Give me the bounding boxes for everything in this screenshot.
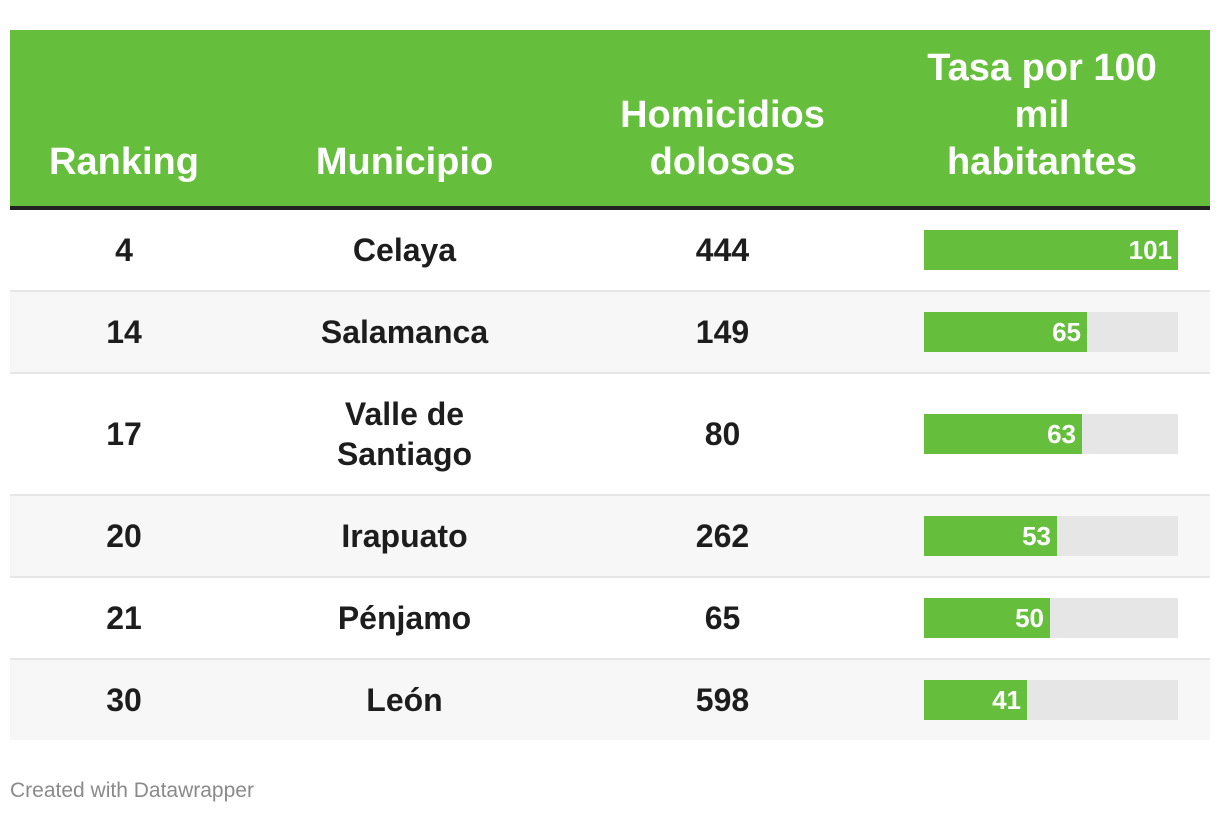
municipio-line: Celaya: [352, 232, 457, 268]
bar-fill: [924, 598, 1050, 638]
header-ranking-line: Ranking: [49, 141, 199, 183]
cell-ranking: 14: [106, 314, 142, 350]
cell-municipio: Salamanca: [238, 312, 571, 352]
table-row: 20 Irapuato 262 53: [10, 496, 1210, 578]
header-municipio[interactable]: Municipio: [238, 30, 571, 206]
cell-municipio: Irapuato: [238, 516, 571, 556]
header-homicidios-line-1: Homicidios: [620, 94, 825, 136]
cell-homicidios: 149: [695, 314, 750, 350]
cell-homicidios: 262: [695, 518, 750, 554]
cell-homicidios: 80: [704, 416, 741, 452]
cell-municipio: Pénjamo: [238, 598, 571, 638]
cell-ranking: 17: [106, 416, 142, 452]
cell-tasa: 65: [874, 312, 1210, 352]
cell-homicidios: 598: [695, 682, 750, 718]
bar-fill: [924, 312, 1087, 352]
bar-value-label: 53: [1022, 521, 1051, 551]
bar-fill: [924, 680, 1027, 720]
bar-track: 53: [924, 516, 1178, 556]
bar-track: 63: [924, 414, 1178, 454]
bar-fill: [924, 230, 1178, 270]
cell-tasa: 50: [874, 598, 1210, 638]
cell-ranking: 4: [115, 232, 133, 268]
header-tasa[interactable]: Tasa por 100 mil habitantes: [874, 30, 1210, 206]
header-homicidios-line-2: dolosos: [649, 141, 796, 183]
cell-municipio: León: [238, 680, 571, 720]
municipio-line: León: [366, 682, 443, 718]
municipio-line: Santiago: [336, 436, 473, 472]
table-row: 14 Salamanca 149 65: [10, 292, 1210, 374]
bar-value-label: 63: [1047, 419, 1076, 449]
header-tasa-line-2: mil: [1014, 94, 1070, 136]
bar-fill: [924, 516, 1057, 556]
municipio-line: Salamanca: [320, 314, 489, 350]
bar-fill: [924, 414, 1082, 454]
cell-ranking: 20: [106, 518, 142, 554]
table-row: 4 Celaya 444 101: [10, 210, 1210, 292]
table-header: Ranking Municipio Homicidios dolosos Tas…: [10, 30, 1210, 210]
bar-value-label: 50: [1015, 603, 1044, 633]
data-table: Ranking Municipio Homicidios dolosos Tas…: [10, 30, 1210, 740]
bar-value-label: 65: [1052, 317, 1081, 347]
footer-credit: Created with Datawrapper: [10, 779, 254, 802]
cell-tasa: 53: [874, 516, 1210, 556]
table-row: 21 Pénjamo 65 50: [10, 578, 1210, 660]
cell-homicidios: 444: [695, 232, 750, 268]
municipio-line: Pénjamo: [337, 600, 472, 636]
municipio-line: Valle de: [344, 396, 465, 432]
cell-tasa: 41: [874, 680, 1210, 720]
bar-value-label: 101: [1128, 235, 1172, 265]
header-homicidios[interactable]: Homicidios dolosos: [571, 30, 874, 206]
header-tasa-line-3: habitantes: [946, 141, 1138, 183]
cell-tasa: 63: [874, 414, 1210, 454]
cell-ranking: 21: [106, 600, 142, 636]
table-row: 30 León 598 41: [10, 660, 1210, 740]
cell-municipio: Celaya: [238, 230, 571, 270]
cell-ranking: 30: [106, 682, 142, 718]
header-municipio-line: Municipio: [315, 141, 494, 183]
bar-track: 101: [924, 230, 1178, 270]
cell-tasa: 101: [874, 230, 1210, 270]
bar-track: 50: [924, 598, 1178, 638]
municipio-line: Irapuato: [341, 518, 468, 554]
cell-homicidios: 65: [704, 600, 741, 636]
table-body: 4 Celaya 444 101 14 Salamanca 149 65 17 Valle de S…: [10, 210, 1210, 740]
bar-track: 41: [924, 680, 1178, 720]
table-row: 17 Valle de Santiago 80 63: [10, 374, 1210, 496]
cell-municipio: Valle de Santiago: [238, 394, 571, 474]
bar-track: 65: [924, 312, 1178, 352]
bar-value-label: 41: [992, 685, 1021, 715]
header-tasa-line-1: Tasa por 100: [927, 47, 1157, 89]
header-ranking[interactable]: Ranking: [10, 30, 238, 206]
